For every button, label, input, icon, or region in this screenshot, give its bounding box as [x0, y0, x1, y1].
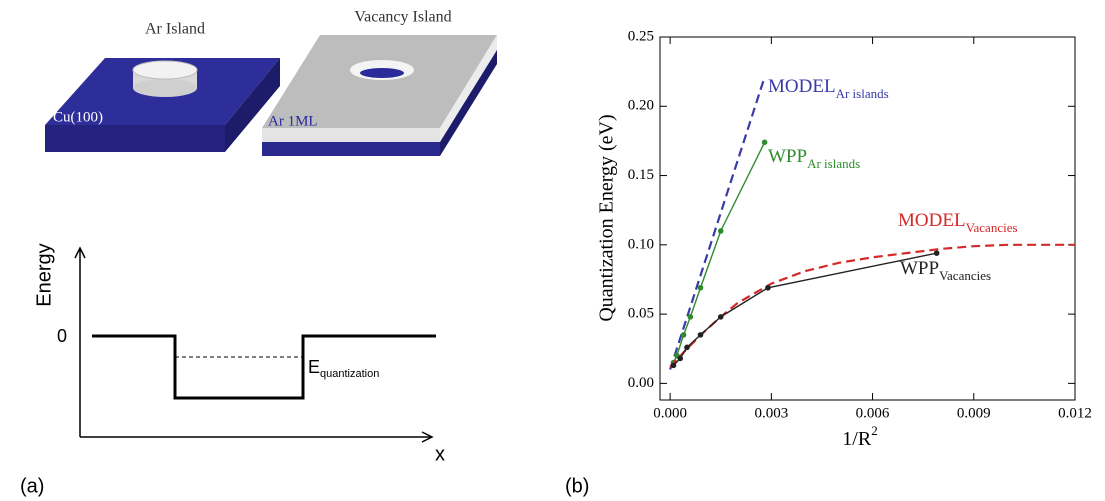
- y-tick-label: 0.05: [628, 306, 654, 322]
- series-label: MODELVacancies: [898, 210, 1018, 235]
- x-tick-label: 0.003: [754, 405, 788, 421]
- series-name: MODEL: [898, 210, 966, 231]
- island-label: Ar Island: [145, 21, 205, 38]
- x-tick-label: 0.009: [957, 405, 991, 421]
- series-subscript: Ar islands: [836, 86, 889, 101]
- x-tick-label: 0.000: [653, 405, 687, 421]
- plot: 0.00 0.05 0.10 0.15 0.20 0.25 0.000 0.003 0.006 0…: [628, 28, 1092, 421]
- island-label: Vacancy Island: [354, 9, 451, 26]
- series-subscript: Vacancies: [939, 268, 991, 283]
- data-point: [697, 332, 704, 338]
- panel-label: (b): [565, 475, 589, 497]
- data-point: [933, 250, 940, 256]
- series-subscript: Ar islands: [807, 156, 860, 171]
- energy-axes: [74, 246, 436, 443]
- substrate-label: Cu(100): [53, 109, 103, 125]
- x-axis-label: x: [435, 443, 445, 465]
- zero-label: 0: [57, 326, 67, 346]
- quantization-label: Equantization: [308, 357, 379, 380]
- series-label: MODELAr islands: [768, 76, 889, 101]
- y-axis-label: Quantization Energy (eV): [596, 114, 618, 321]
- data-point: [680, 332, 687, 338]
- series-label: WPPAr islands: [768, 146, 860, 171]
- series-name: WPP: [900, 258, 939, 279]
- panel-label: (a): [20, 475, 44, 497]
- series-label: WPPVacancies: [900, 258, 991, 283]
- model-curve: [669, 243, 1075, 368]
- energy-axis-label: Energy: [33, 243, 55, 306]
- y-tick-label: 0.25: [628, 28, 654, 44]
- x-tick-label: 0.012: [1058, 405, 1092, 421]
- y-tick-label: 0.10: [628, 236, 654, 252]
- data-point: [697, 284, 704, 291]
- layer-label: Ar 1ML: [268, 113, 318, 129]
- data-point: [670, 362, 677, 369]
- data-point: [717, 228, 724, 234]
- y-tick-label: 0.15: [628, 167, 654, 183]
- data-point: [687, 314, 694, 320]
- data-point: [761, 139, 768, 146]
- y-tick-label: 0.00: [628, 375, 654, 391]
- series-subscript: Vacancies: [966, 220, 1018, 235]
- data-point: [677, 355, 684, 362]
- plot-frame: [659, 36, 1076, 401]
- series-name: MODEL: [768, 76, 836, 97]
- cu-block: [45, 58, 280, 152]
- vacancy-block: [262, 35, 497, 156]
- x-axis-label: 1/R2: [842, 423, 877, 450]
- model-curve: [669, 76, 766, 370]
- series-name: WPP: [768, 146, 807, 167]
- y-tick-label: 0.20: [628, 98, 654, 114]
- x-tick-label: 0.006: [856, 405, 890, 421]
- data-line: [672, 141, 766, 363]
- data-point: [765, 284, 771, 291]
- data-point: [717, 314, 724, 320]
- data-line: [672, 252, 937, 366]
- data-point: [684, 344, 690, 351]
